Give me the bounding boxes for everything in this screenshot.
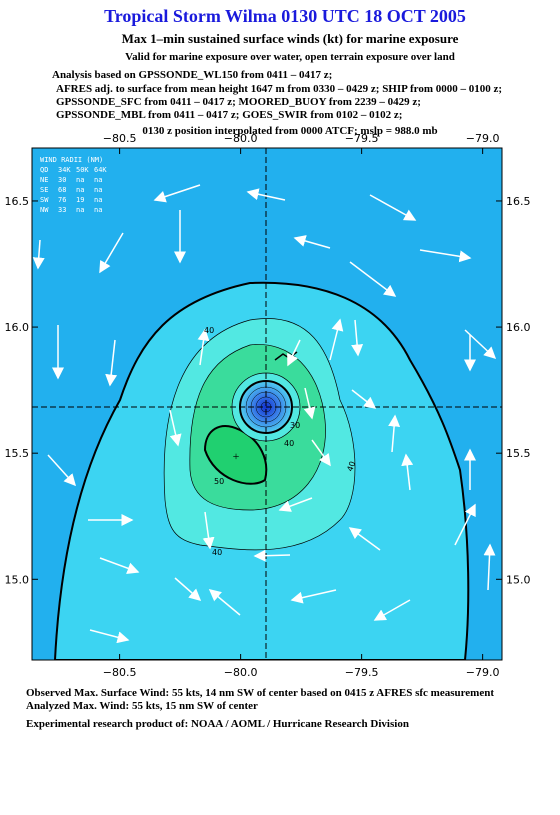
wind-vector <box>253 549 291 562</box>
analysis-line: GPSSONDE_SFC from 0411 – 0417 z; MOORED_… <box>56 96 421 108</box>
contour-label: 40 <box>284 439 294 448</box>
wind-vector <box>290 589 337 604</box>
x-tick-label: −80.0 <box>224 132 258 145</box>
wind-vector <box>169 409 182 447</box>
wind-vector <box>105 339 118 387</box>
wind-vector <box>348 527 381 551</box>
wind-vector <box>349 261 397 297</box>
radii-cell: 30 <box>58 176 66 184</box>
x-tick-label: −79.0 <box>466 666 500 679</box>
wind-vector <box>454 503 476 546</box>
wind-vector <box>197 328 210 366</box>
y-tick-label: 16.0 <box>5 321 30 334</box>
radii-header: QD <box>40 166 48 174</box>
y-tick-label: 15.0 <box>506 573 531 586</box>
y-tick-label: 15.0 <box>5 573 30 586</box>
analysis-line: AFRES adj. to surface from mean height 1… <box>56 83 502 95</box>
radii-cell: na <box>94 176 102 184</box>
wind-vector <box>208 589 241 616</box>
y-tick-label: 16.5 <box>506 195 531 208</box>
y-tick-label: 16.0 <box>506 321 531 334</box>
observed: Observed Max. Surface Wind: 55 kts, 14 n… <box>26 687 494 699</box>
radii-cell: na <box>76 186 84 194</box>
radii-cell: 76 <box>58 196 66 204</box>
radii-cell: na <box>76 176 84 184</box>
x-tick-label: −79.0 <box>466 132 500 145</box>
x-tick-label: −80.5 <box>103 666 137 679</box>
axes: −80.5 −80.5 −80.0 −80.0 −79.5 −79.5 −79.0 −79.0… <box>5 132 531 679</box>
note: Valid for marine exposure over water, op… <box>125 51 455 63</box>
max-wind-marker: + <box>233 449 240 463</box>
wind-vector <box>32 239 45 270</box>
radii-cell: na <box>94 206 102 214</box>
x-tick-label: −79.5 <box>345 666 379 679</box>
contour <box>203 425 268 485</box>
wind-vector <box>351 389 377 409</box>
radii-title: WIND RADII (NM) <box>40 156 103 164</box>
wind-vector <box>311 439 331 467</box>
wind-vector <box>246 188 286 201</box>
contour-label: 50 <box>214 477 224 486</box>
wind-vector <box>373 599 411 621</box>
x-tick-label: −80.5 <box>103 132 137 145</box>
radii-cell: SE <box>40 186 48 194</box>
map-field: + <box>32 148 502 660</box>
y-tick-label: 16.5 <box>5 195 30 208</box>
plot-frame <box>31 147 503 661</box>
contour-label: 40 <box>345 460 357 473</box>
wind-vector <box>89 629 130 644</box>
wind-vector <box>388 414 401 453</box>
wind-vector <box>47 454 77 487</box>
wind-radii-table: WIND RADII (NM) QD 34K 50K 64K NE 30 na na SE 68 n… <box>40 156 107 214</box>
contour-label: 40 <box>212 548 222 557</box>
wind-vector <box>329 318 344 361</box>
credit: Experimental research product of: NOAA /… <box>26 718 409 730</box>
position: 0130 z position interpolated from 0000 A… <box>142 125 437 137</box>
radii-cell: na <box>94 186 102 194</box>
wind-vector <box>174 577 202 601</box>
radii-cell: 68 <box>58 186 66 194</box>
radii-cell: NE <box>40 176 48 184</box>
subtitle: Max 1–min sustained surface winds (kt) f… <box>122 31 459 46</box>
wind-vector <box>483 543 496 591</box>
radii-rows: QD 34K 50K 64K NE 30 na na SE 68 na na SW 76 19 na NW 33 n… <box>40 166 107 214</box>
radii-cell: na <box>94 196 102 204</box>
x-tick-label: −79.5 <box>345 132 379 145</box>
wind-vector <box>419 249 472 263</box>
x-tick-label: −80.0 <box>224 666 258 679</box>
title: Tropical Storm Wilma 0130 UTC 18 OCT 200… <box>104 6 466 26</box>
wind-vectors <box>32 184 497 644</box>
radii-cell: 19 <box>76 196 84 204</box>
contour-labels: 40 40 30 50 40 40 <box>204 326 357 557</box>
wind-vector <box>293 235 331 249</box>
analysis-line: Analysis based on GPSSONDE_WL150 from 04… <box>52 69 332 81</box>
contour-label: 40 <box>204 326 214 335</box>
wind-vector <box>99 557 140 575</box>
radii-header: 50K <box>76 166 89 174</box>
wind-vector <box>401 453 414 491</box>
wind-vector <box>153 184 201 203</box>
radii-header: 64K <box>94 166 107 174</box>
y-tick-label: 15.5 <box>506 447 531 460</box>
wind-vector <box>99 232 124 274</box>
radii-cell: SW <box>40 196 49 204</box>
wind-vector <box>303 387 316 420</box>
wind-vector <box>202 511 215 550</box>
analyzed: Analyzed Max. Wind: 55 kts, 15 nm SW of … <box>26 700 258 712</box>
wind-vector <box>287 339 301 367</box>
radii-cell: 33 <box>58 206 66 214</box>
wind-vector <box>278 497 313 512</box>
contour-label: 30 <box>290 421 300 430</box>
radii-cell: NW <box>40 206 49 214</box>
radii-header: 34K <box>58 166 71 174</box>
wind-vector <box>369 194 417 221</box>
analysis-line: GPSSONDE_MBL from 0411 – 0417 z; GOES_SW… <box>56 109 402 121</box>
wind-vector <box>464 329 497 360</box>
wind-vector <box>351 319 364 357</box>
y-tick-label: 15.5 <box>5 447 30 460</box>
radii-cell: na <box>76 206 84 214</box>
